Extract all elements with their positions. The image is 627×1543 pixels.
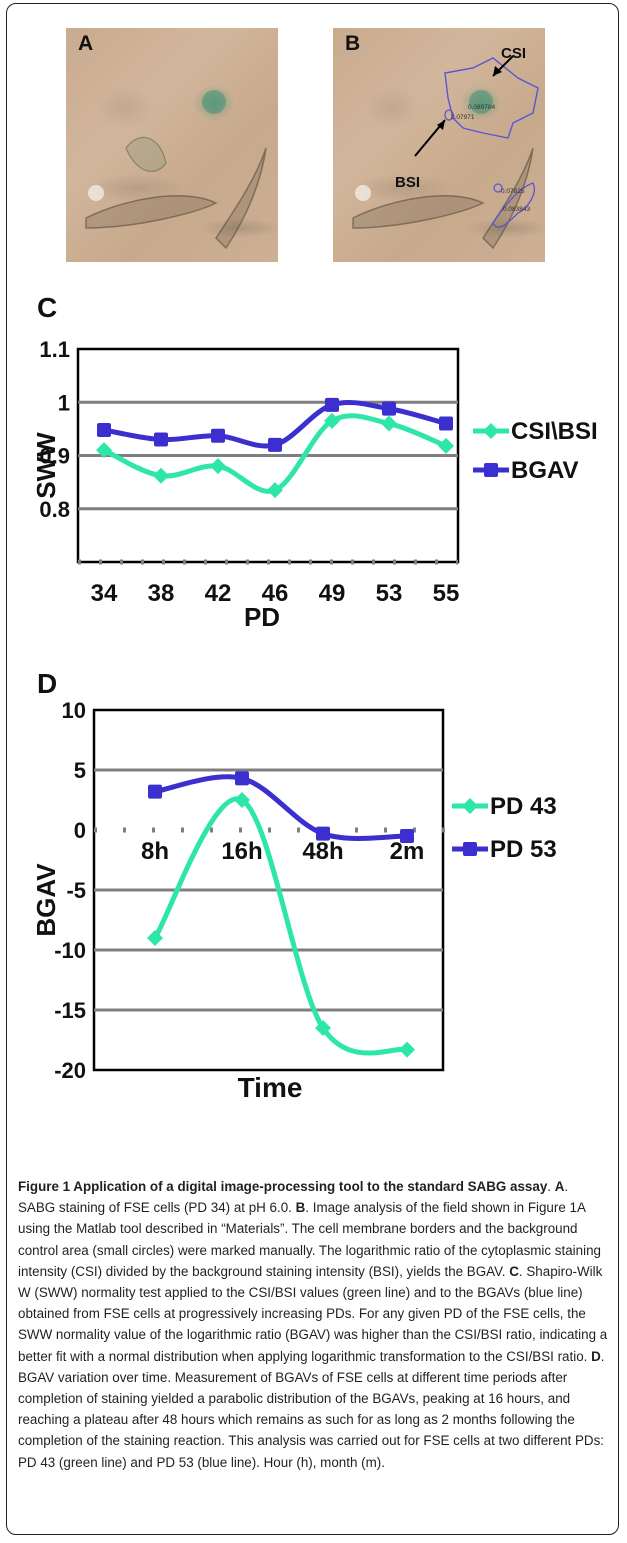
x-axis-label: Time	[238, 1072, 303, 1103]
x-axis-label: PD	[244, 602, 280, 632]
legend-label: BGAV	[511, 457, 579, 484]
data-point	[234, 792, 250, 808]
caption-d: D	[591, 1348, 601, 1364]
csi-label: CSI	[501, 45, 526, 62]
data-point	[399, 1041, 415, 1058]
y-tick-label: 10	[62, 700, 86, 723]
legend-marker	[463, 842, 477, 856]
legend-label: PD 43	[490, 793, 557, 820]
y-tick-label: 1.1	[39, 337, 70, 362]
y-tick-label: -10	[54, 938, 86, 963]
y-tick-label: -5	[66, 878, 86, 903]
data-point	[315, 1020, 331, 1036]
panel-d-label: D	[37, 668, 58, 699]
legend-label: PD 53	[490, 836, 557, 863]
x-tick-label: 42	[205, 580, 232, 607]
figure-frame	[6, 3, 619, 1535]
caption-b: B	[295, 1200, 306, 1216]
readout-4: 0.083843	[503, 206, 530, 213]
data-point	[325, 397, 339, 412]
x-tick-label: 38	[148, 580, 175, 607]
bsi-label: BSI	[395, 174, 420, 191]
data-point	[235, 771, 249, 786]
figure-caption: Figure 1 Application of a digital image-…	[18, 1176, 608, 1473]
data-point	[211, 428, 225, 443]
series-line	[154, 774, 408, 841]
readout-2: 0.07971	[451, 114, 475, 121]
data-point	[316, 826, 330, 841]
data-point	[439, 416, 453, 431]
readout-3: 0.07825	[501, 188, 525, 195]
data-point	[324, 412, 340, 429]
micrograph-b: 0.089784 0.07971 0.07825 0.083843 CSI BS…	[333, 28, 545, 262]
caption-text: . Image analysis of the field shown in F…	[18, 1200, 601, 1279]
panel-b-label: B	[345, 32, 361, 55]
data-point	[147, 930, 163, 946]
x-tick-label: 46	[262, 580, 289, 607]
legend-marker	[462, 798, 478, 814]
data-point	[267, 482, 283, 499]
y-tick-label: 1	[58, 390, 70, 415]
caption-text: .	[547, 1179, 555, 1194]
caption-title: Figure 1 Application of a digital image-…	[18, 1179, 548, 1194]
micrograph-a: A	[66, 28, 278, 262]
legend-marker	[484, 463, 498, 477]
data-point	[438, 437, 454, 454]
y-tick-label: -15	[54, 998, 86, 1023]
readout-1: 0.089784	[468, 104, 495, 111]
caption-a: A	[554, 1179, 565, 1194]
data-point	[210, 458, 226, 475]
legend-label: CSI\BSI	[511, 418, 598, 445]
y-axis-label: SWW	[31, 432, 61, 499]
data-point	[154, 432, 168, 447]
legend-marker	[483, 423, 499, 439]
data-point	[153, 467, 169, 484]
data-point	[97, 422, 111, 437]
chart-c: 1.1 1 0.9 0.8 34 38 42 46 49 53 55 PD SWW CSI\BSI BGAV	[31, 337, 598, 632]
caption-text: . SABG staining of FSE cells (PD 34) at …	[18, 1179, 569, 1216]
micrograph-a-cells	[85, 90, 267, 250]
y-tick-label: 5	[74, 758, 86, 783]
panel-a-label: A	[78, 32, 94, 55]
second-cell-outline	[492, 182, 535, 228]
data-point	[400, 829, 414, 843]
x-tick-label: 55	[433, 580, 460, 607]
y-tick-label: 0	[74, 818, 86, 843]
x-tick-label: 8h	[141, 838, 169, 865]
x-tick-label: 53	[376, 580, 403, 607]
x-tick-label: 48h	[302, 838, 343, 865]
y-tick-label: 0.8	[39, 497, 70, 522]
caption-text: . Shapiro-Wilk W (SWW) normality test ap…	[18, 1263, 608, 1364]
data-point	[381, 415, 397, 432]
bsi-circle	[444, 109, 454, 121]
y-tick-label: 0.9	[39, 444, 70, 469]
data-point	[268, 437, 282, 452]
series-line	[152, 796, 408, 1056]
data-point	[148, 784, 162, 799]
caption-text: . BGAV variation over time. Measurement …	[18, 1348, 605, 1470]
y-axis-label: BGAV	[31, 863, 61, 937]
micrograph-b-cells: 0.089784 0.07971 0.07825 0.083843 CSI BS…	[352, 45, 539, 250]
x-tick-label: 34	[91, 580, 118, 607]
csi-outline	[444, 57, 539, 139]
caption-c: C	[509, 1263, 519, 1279]
data-point	[96, 442, 112, 459]
y-tick-label: -20	[54, 1058, 86, 1083]
x-tick-label: 49	[319, 580, 346, 607]
panel-c-label: C	[37, 292, 58, 323]
data-point	[382, 401, 396, 416]
x-tick-label: 16h	[221, 838, 262, 865]
